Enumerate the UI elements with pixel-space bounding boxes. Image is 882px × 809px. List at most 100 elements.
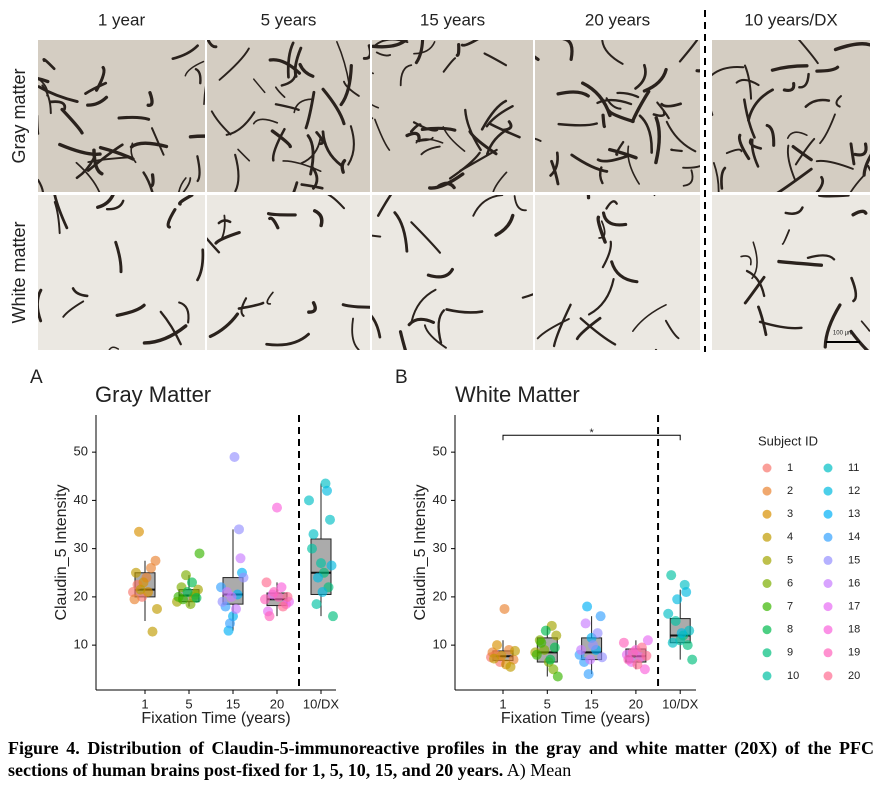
- vessel: [740, 255, 752, 266]
- data-point: [585, 654, 596, 665]
- data-point: [308, 529, 319, 540]
- vessel: [712, 162, 720, 192]
- vessel: [96, 195, 115, 209]
- vessel: [343, 80, 360, 97]
- data-point: [328, 611, 338, 622]
- vessel: [849, 175, 864, 192]
- vessel: [489, 122, 521, 139]
- vessel: [315, 131, 325, 146]
- vessel: [712, 110, 714, 117]
- caption-bold: Figure 4. Distribution of Claudin-5-immu…: [8, 738, 874, 780]
- legend-label: 11: [848, 462, 859, 474]
- vessel: [442, 57, 457, 73]
- data-point: [260, 594, 270, 605]
- vessel: [373, 40, 409, 48]
- vessel: [483, 52, 508, 67]
- vessel: [94, 65, 106, 92]
- vessel: [409, 123, 422, 133]
- x-tick-label: 5: [185, 696, 192, 711]
- data-point: [642, 635, 653, 646]
- data-point: [282, 591, 293, 602]
- data-point: [670, 616, 681, 627]
- vessel: [321, 130, 343, 167]
- data-point: [234, 524, 244, 535]
- caption-text: A) Mean: [506, 760, 572, 780]
- data-point: [276, 582, 287, 593]
- vessel: [393, 211, 409, 253]
- vessel: [194, 67, 202, 85]
- legend-swatch: [762, 555, 772, 565]
- x-axis-label: Fixation Time (years): [501, 710, 650, 727]
- vessel: [87, 156, 132, 164]
- legend-swatch: [823, 555, 833, 565]
- vessel: [340, 159, 347, 174]
- vessel: [638, 114, 653, 154]
- vessel: [535, 137, 542, 142]
- column-label: 10 years/DX: [744, 10, 838, 29]
- y-tick-label: 40: [433, 492, 447, 507]
- column-label: 15 years: [420, 10, 485, 29]
- vessel: [184, 60, 205, 77]
- data-point: [261, 577, 272, 588]
- vessel: [853, 142, 868, 157]
- data-point: [229, 451, 240, 462]
- vessel: [129, 141, 169, 149]
- y-tick-label: 10: [74, 637, 88, 652]
- micrograph: [372, 40, 533, 192]
- data-point: [666, 570, 677, 581]
- legend-label: 19: [848, 647, 860, 659]
- vessel: [445, 308, 484, 314]
- y-axis-label: Claudin_5 Intensity: [412, 484, 429, 620]
- y-tick-label: 40: [74, 492, 88, 507]
- vessel: [268, 216, 280, 230]
- y-tick-label: 10: [433, 637, 447, 652]
- data-point: [639, 664, 650, 675]
- x-tick-label: 1: [141, 696, 148, 711]
- data-point: [191, 592, 202, 603]
- vessel: [804, 98, 831, 108]
- vessel: [84, 81, 108, 95]
- vessel: [292, 181, 299, 192]
- data-point: [317, 587, 328, 598]
- legend-title: Subject ID: [758, 433, 818, 448]
- vessel: [660, 102, 682, 108]
- vessel: [851, 209, 868, 217]
- vessel: [815, 175, 825, 192]
- data-point: [304, 495, 314, 506]
- vessel: [480, 99, 508, 131]
- row-label: White matter: [9, 221, 29, 323]
- x-tick-label: 20: [629, 696, 643, 711]
- vessel: [513, 195, 527, 212]
- vessel: [203, 85, 205, 106]
- data-point: [540, 625, 551, 636]
- vessel: [237, 301, 265, 310]
- vessel: [786, 144, 797, 182]
- data-point: [583, 669, 594, 680]
- vessel: [605, 200, 618, 210]
- data-point: [687, 654, 698, 665]
- vessel: [286, 41, 295, 79]
- vessel: [60, 107, 84, 135]
- data-point: [510, 645, 520, 656]
- data-point: [185, 599, 196, 610]
- legend-label: 8: [787, 624, 793, 636]
- vessel: [712, 66, 745, 77]
- vessel: [410, 221, 442, 254]
- vessel: [735, 78, 760, 87]
- vessel: [252, 118, 279, 125]
- data-point: [663, 608, 674, 619]
- data-point: [548, 664, 559, 675]
- vessel: [75, 156, 96, 180]
- data-point: [152, 603, 162, 614]
- legend-label: 7: [787, 601, 793, 613]
- vessel: [550, 159, 560, 186]
- data-point: [313, 572, 323, 583]
- vessel: [815, 65, 840, 73]
- vessel: [575, 316, 602, 341]
- micrograph: [712, 195, 870, 350]
- data-point: [187, 577, 197, 588]
- figure-caption: Figure 4. Distribution of Claudin-5-immu…: [8, 737, 874, 809]
- data-point: [146, 562, 156, 573]
- vessels: [372, 40, 521, 192]
- data-point: [147, 626, 158, 637]
